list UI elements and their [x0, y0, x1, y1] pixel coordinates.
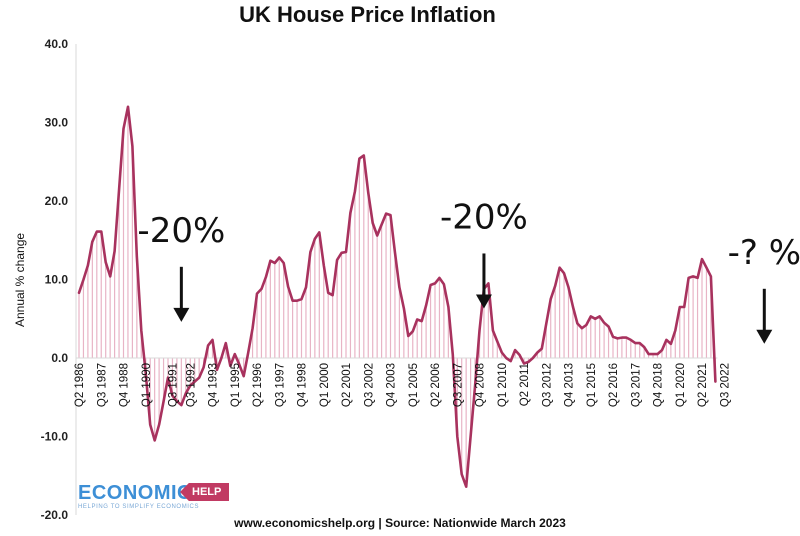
x-tick-label: Q4 1993 — [208, 363, 220, 407]
x-tick-label: Q4 2013 — [564, 363, 576, 407]
x-tick-label: Q1 1995 — [230, 363, 242, 407]
x-tick-label: Q2 1986 — [74, 363, 86, 407]
x-tick-label: Q1 2005 — [408, 363, 420, 407]
x-tick-label: Q1 2010 — [497, 363, 509, 407]
x-tick-label: Q2 2011 — [519, 363, 531, 406]
x-tick-label: Q4 1988 — [119, 363, 131, 407]
down-arrow-head — [475, 294, 492, 309]
x-tick-label: Q2 2021 — [697, 363, 709, 407]
source-footer: www.economicshelp.org | Source: Nationwi… — [234, 516, 566, 530]
series-line — [77, 105, 717, 489]
x-tick-label: Q4 2008 — [475, 363, 487, 407]
x-tick-label: Q4 1998 — [297, 363, 309, 407]
x-tick-label: Q4 2003 — [386, 363, 398, 407]
annotation-label: -? % — [728, 233, 800, 273]
x-tick-label: Q2 2016 — [608, 363, 620, 407]
x-tick-label: Q3 2017 — [630, 363, 642, 407]
x-tick-label: Q3 1991 — [167, 363, 179, 407]
y-tick-label: 40.0 — [45, 37, 69, 51]
x-tick-label: Q3 1987 — [96, 363, 108, 407]
x-tick-label: Q3 2012 — [541, 363, 553, 407]
x-tick-label: Q1 1990 — [141, 363, 153, 407]
logo-tag-text: HELP — [180, 483, 230, 501]
annotation-label: -20% — [440, 197, 528, 237]
x-tick-label: Q2 2006 — [430, 363, 442, 407]
x-tick-label: Q1 2000 — [319, 363, 331, 407]
x-tick-label: Q4 2018 — [653, 363, 665, 407]
y-tick-label: 30.0 — [45, 116, 69, 130]
x-tick-label: Q3 2022 — [719, 363, 731, 407]
logo-subtitle: HELPING TO SIMPLIFY ECONOMICS — [78, 504, 200, 510]
x-tick-label: Q2 1996 — [252, 363, 264, 407]
annotation-label: -20% — [137, 211, 225, 251]
x-tick-label: Q2 2001 — [341, 363, 353, 407]
y-tick-label: 10.0 — [45, 273, 69, 287]
y-tick-label: -10.0 — [41, 430, 69, 444]
down-arrow-head — [756, 329, 773, 344]
x-tick-label: Q3 2002 — [363, 363, 375, 407]
x-tick-label: Q3 1992 — [185, 363, 197, 407]
x-tick-label: Q1 2015 — [586, 363, 598, 407]
down-arrow-head — [173, 307, 190, 322]
economics-help-logo: ECONOMICS HELP HELPING TO SIMPLIFY ECONO… — [78, 482, 230, 512]
y-tick-label: 20.0 — [45, 194, 69, 208]
x-tick-label: Q1 2020 — [675, 363, 687, 407]
x-tick-label: Q3 2007 — [452, 363, 464, 407]
y-tick-label: -20.0 — [41, 508, 69, 522]
y-tick-label: 0.0 — [51, 351, 68, 365]
x-tick-label: Q3 1997 — [274, 363, 286, 407]
chart-title: UK House Price Inflation — [239, 2, 496, 27]
logo-main-text: ECONOMICS — [78, 482, 206, 504]
y-axis-label: Annual % change — [13, 233, 27, 327]
